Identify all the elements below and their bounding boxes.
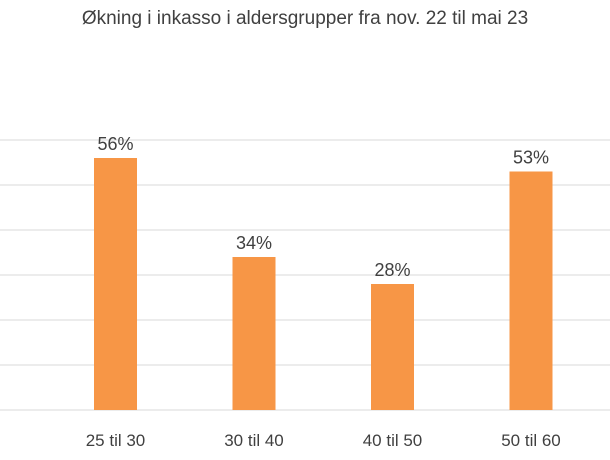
data-label: 34%: [236, 233, 272, 253]
x-tick-label: 30 til 40: [224, 431, 284, 450]
data-label: 28%: [374, 260, 410, 280]
gridlines: [0, 139, 610, 411]
x-tick-label: 40 til 50: [363, 431, 423, 450]
bar-25-til-30: [94, 158, 137, 410]
bar-30-til-40: [232, 257, 276, 410]
data-label: 53%: [513, 148, 549, 168]
x-tick-label: 25 til 30: [86, 431, 146, 450]
x-tick-label: 50 til 60: [501, 431, 561, 450]
data-labels: 56% 34% 28% 53%: [97, 134, 549, 280]
data-label: 56%: [97, 134, 133, 154]
bar-50-til-60: [509, 171, 553, 410]
bars: [94, 158, 553, 410]
chart-title: Økning i inkasso i aldersgrupper fra nov…: [81, 8, 529, 29]
bar-40-til-50: [371, 284, 414, 410]
